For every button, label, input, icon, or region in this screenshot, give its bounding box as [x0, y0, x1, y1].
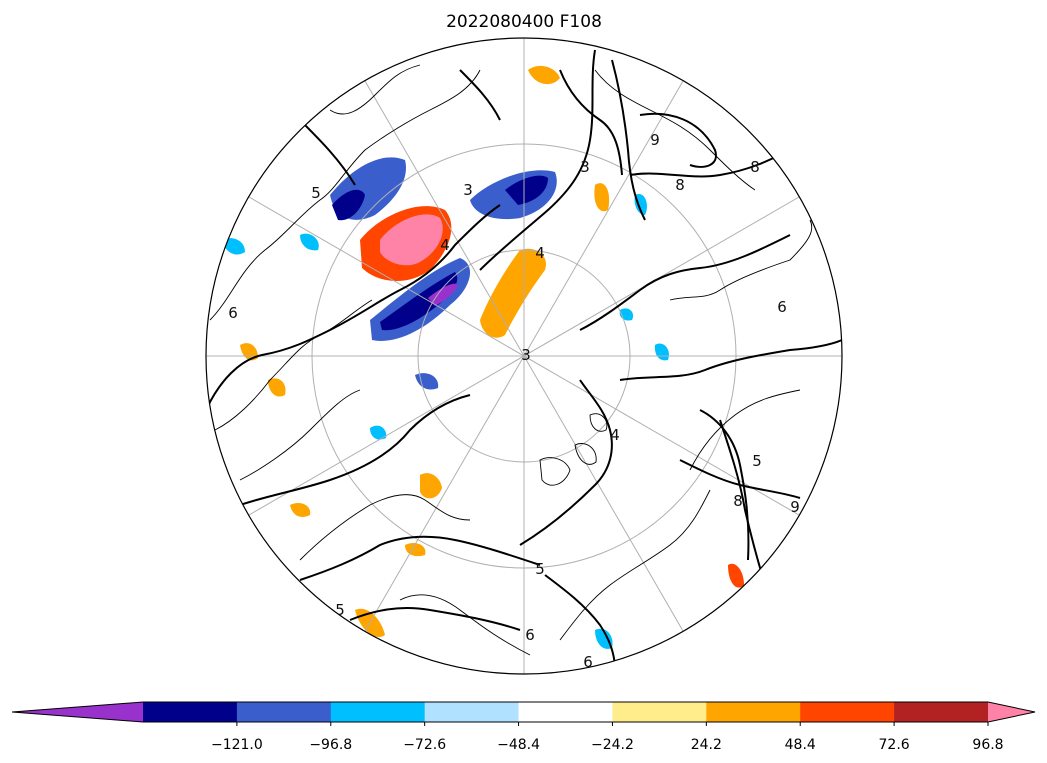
- contour-line: [239, 394, 471, 506]
- contour-line: [611, 59, 646, 221]
- colorbar-ticks: −121.0 −96.8 −72.6 −48.4 −24.2 24.2 48.4 72.6 96…: [211, 722, 1004, 753]
- colorbar-extend-high: [988, 702, 1035, 722]
- coastlines: [209, 64, 813, 656]
- negative-anomaly-1-core: [380, 272, 458, 331]
- contour-line: [519, 379, 613, 546]
- colorbar-segment: [236, 702, 332, 722]
- contour-label: 6: [583, 653, 593, 671]
- contour-label: 4: [535, 244, 545, 262]
- contour-line: [559, 69, 623, 176]
- colorbar-tick-label: 72.6: [879, 737, 910, 753]
- positive-anomaly-10: [290, 503, 311, 517]
- colorbar-tick-label: 96.8: [972, 737, 1003, 753]
- contour-line: [639, 112, 717, 168]
- contours: [206, 49, 842, 671]
- map-title: 2022080400 F108: [446, 12, 602, 32]
- negative-anomaly-8: [595, 628, 613, 649]
- contour-label: 6: [525, 626, 535, 644]
- colorbar-segments: [12, 702, 1035, 722]
- positive-anomaly-9: [268, 378, 286, 397]
- negative-anomaly-11: [300, 233, 319, 251]
- contour-label: 8: [750, 158, 760, 176]
- contour-labels: 5 5 5 5 6 6 6 6 8 8 8 9 9 3 3 3 4 4 4: [228, 131, 800, 671]
- contour-line: [206, 204, 501, 411]
- positive-anomaly-4: [528, 65, 560, 85]
- positive-anomaly-max: [380, 214, 443, 266]
- contour-line: [679, 459, 801, 499]
- colorbar-segment: [518, 702, 613, 722]
- colorbar-segment: [612, 702, 707, 722]
- colorbar-segment: [424, 702, 520, 722]
- colorbar-tick-label: −121.0: [211, 737, 263, 753]
- contour-line: [579, 234, 791, 331]
- positive-anomaly-5: [594, 183, 610, 212]
- colorbar-segment: [800, 702, 895, 722]
- coastline: [214, 299, 373, 431]
- negative-anomaly-3-core: [332, 189, 365, 221]
- contour-label: 8: [675, 176, 685, 194]
- contour-label: 5: [535, 560, 545, 578]
- coastline: [209, 69, 481, 321]
- contour-line: [699, 409, 750, 561]
- negative-anomaly-6: [370, 425, 387, 440]
- map-content: 5 5 5 5 6 6 6 6 8 8 8 9 9 3 3 3 4 4 4: [206, 38, 842, 674]
- colorbar-tick-label: −96.8: [309, 737, 352, 753]
- coastline: [574, 443, 597, 465]
- negative-anomaly-5: [415, 373, 439, 390]
- contour-label: 6: [228, 304, 238, 322]
- contour-label: 4: [610, 426, 620, 444]
- coastline: [589, 413, 608, 432]
- colorbar-segment: [330, 702, 426, 722]
- colorbar-outline: [11, 701, 1036, 723]
- contour-label: 5: [335, 601, 345, 619]
- positive-anomaly-6: [728, 563, 744, 588]
- coastline: [399, 594, 531, 656]
- contour-label: 3: [580, 158, 590, 176]
- contour-label: 3: [521, 346, 531, 364]
- contour-line: [479, 49, 596, 271]
- coastline: [299, 494, 471, 561]
- colorbar-extend-low: [12, 702, 143, 722]
- coastline: [239, 389, 361, 481]
- coastline: [689, 389, 801, 471]
- coastline: [559, 489, 711, 641]
- coastline: [669, 219, 813, 301]
- colorbar: −121.0 −96.8 −72.6 −48.4 −24.2 24.2 48.4 72.6 96…: [11, 701, 1036, 753]
- map-disk: 5 5 5 5 6 6 6 6 8 8 8 9 9 3 3 3 4 4 4: [205, 37, 843, 675]
- colorbar-tick-label: −48.4: [497, 737, 540, 753]
- positive-anomaly-3: [420, 473, 442, 499]
- coastline: [329, 64, 421, 115]
- contour-label: 9: [790, 498, 800, 516]
- shaded-fields: [222, 65, 744, 649]
- colorbar-segment: [894, 702, 989, 722]
- colorbar-tick-label: −24.2: [591, 737, 634, 753]
- contour-line: [629, 149, 791, 178]
- contour-label: 8: [733, 492, 743, 510]
- coastline: [539, 457, 571, 486]
- contour-line: [619, 339, 842, 381]
- positive-anomaly-2: [480, 248, 546, 338]
- contour-line: [544, 574, 616, 671]
- contour-label: 5: [752, 452, 762, 470]
- negative-anomaly-4: [222, 238, 245, 255]
- colorbar-tick-label: 48.4: [785, 737, 816, 753]
- contour-line: [349, 607, 521, 631]
- contour-label: 5: [311, 184, 321, 202]
- contour-label: 9: [650, 131, 660, 149]
- contour-line: [299, 535, 541, 581]
- colorbar-tick-label: −72.6: [403, 737, 446, 753]
- map-frame: [205, 37, 843, 675]
- contour-label: 4: [440, 236, 450, 254]
- negative-anomaly-1-min: [428, 283, 458, 306]
- negative-anomaly-2-core: [505, 175, 548, 205]
- colorbar-tick-label: 24.2: [691, 737, 722, 753]
- colorbar-segment: [706, 702, 801, 722]
- contour-line: [299, 119, 356, 186]
- contour-label: 3: [463, 181, 473, 199]
- colorbar-segment: [143, 702, 238, 722]
- contour-label: 6: [777, 298, 787, 316]
- contour-line: [459, 69, 501, 121]
